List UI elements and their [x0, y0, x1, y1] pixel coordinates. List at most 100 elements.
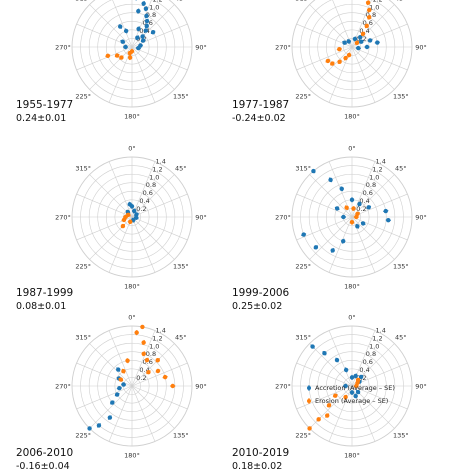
radial-tick-label: 0.6 — [143, 358, 153, 366]
accretion-point — [367, 38, 373, 43]
angular-gridline — [131, 216, 175, 260]
angle-tick-label: 315° — [295, 334, 311, 342]
accretion-point — [134, 215, 139, 220]
angular-gridline — [131, 46, 175, 90]
angular-gridline — [309, 4, 353, 48]
radial-tick-label: 0.4 — [139, 197, 149, 205]
accretion-point — [342, 40, 347, 45]
angle-tick-label: 45° — [395, 0, 407, 3]
angular-gridline — [351, 385, 408, 410]
erosion-point — [141, 351, 146, 356]
accretion-point — [341, 214, 346, 220]
erosion-point — [330, 61, 335, 66]
accretion-point — [346, 39, 351, 44]
accretion-point — [360, 221, 366, 226]
radial-tick-label: 1.0 — [369, 173, 379, 181]
angle-tick-label: 135° — [173, 262, 189, 270]
legend-entry: Accretion (Average – SE) — [315, 384, 395, 392]
radial-tick-label: 0.2 — [356, 205, 366, 213]
accretion-point — [134, 212, 139, 217]
angular-gridline — [328, 216, 353, 273]
angle-tick-label: 270° — [275, 44, 291, 52]
erosion-point — [333, 393, 338, 398]
accretion-point — [135, 35, 140, 40]
angular-gridline — [76, 362, 133, 387]
angular-gridline — [131, 385, 188, 410]
accretion-point — [136, 26, 141, 32]
angular-gridline — [332, 0, 353, 48]
period-label: 1977-1987 — [232, 99, 289, 111]
accretion-point — [334, 206, 340, 211]
radial-tick-label: 1.2 — [152, 0, 162, 3]
accretion-point — [386, 217, 391, 223]
accretion-point — [96, 423, 102, 428]
polar-panel-1999-2006: 0° 45° 90° 135° 180° 225° 270° 315° 0.20.40.60.8… — [232, 145, 427, 313]
radial-tick-label: 0.2 — [136, 374, 146, 382]
erosion-point — [367, 7, 372, 13]
angle-tick-label: 270° — [55, 44, 71, 52]
erosion-point — [162, 374, 168, 380]
angle-tick-label: 0° — [348, 145, 355, 153]
radial-tick-label: 1.0 — [149, 342, 159, 350]
angle-tick-label: 90° — [195, 214, 207, 222]
accretion-point — [358, 374, 364, 380]
angular-gridline — [89, 174, 133, 218]
erosion-point — [134, 330, 139, 335]
radial-tick-label: 0.8 — [146, 11, 156, 19]
angular-gridline — [89, 46, 133, 90]
radial-tick-label: 0.8 — [366, 181, 376, 189]
stat-label: -0.16±0.04 — [16, 461, 70, 472]
radial-tick-label: 0.6 — [143, 189, 153, 197]
accretion-point — [117, 386, 122, 391]
accretion-point — [143, 6, 149, 11]
angular-gridline — [309, 385, 353, 429]
erosion-point — [129, 49, 135, 54]
accretion-point — [310, 344, 315, 349]
angular-gridline — [351, 46, 376, 103]
erosion-point — [307, 426, 312, 431]
legend-marker — [307, 386, 311, 390]
angle-tick-label: 90° — [195, 383, 207, 391]
accretion-point — [313, 245, 319, 250]
angle-tick-label: 45° — [395, 334, 407, 342]
angular-gridline — [89, 4, 133, 48]
erosion-point — [337, 59, 342, 64]
accretion-point — [322, 350, 327, 356]
accretion-point — [132, 208, 137, 214]
erosion-point — [365, 0, 371, 5]
erosion-point — [346, 52, 352, 58]
angular-gridline — [108, 330, 133, 387]
radial-tick-label: 0.6 — [143, 19, 153, 27]
angle-tick-label: 180° — [344, 113, 360, 121]
stat-label: 0.25±0.02 — [232, 301, 282, 312]
radial-tick-label: 1.0 — [149, 173, 159, 181]
accretion-point — [127, 202, 132, 207]
angular-gridline — [351, 216, 395, 260]
angular-gridline — [131, 4, 175, 48]
polar-panel-1977-1987: 0°45°90°135°180°225°270°315°0.20.40.60.8… — [232, 0, 427, 124]
angle-tick-label: 180° — [344, 283, 360, 291]
radial-tick-label: 0.4 — [139, 366, 149, 374]
erosion-point — [351, 206, 356, 211]
accretion-point — [150, 30, 156, 35]
stat-label: 0.24±0.01 — [16, 113, 66, 124]
angular-gridline — [76, 193, 133, 218]
angle-tick-label: 135° — [393, 431, 409, 439]
angular-gridline — [309, 216, 353, 260]
accretion-point — [357, 201, 362, 207]
accretion-point — [110, 400, 115, 405]
angle-tick-label: 270° — [55, 383, 71, 391]
angular-gridline — [89, 216, 133, 260]
accretion-point — [359, 39, 364, 44]
accretion-point — [144, 13, 149, 19]
angle-tick-label: 45° — [175, 165, 187, 173]
erosion-point — [127, 55, 133, 60]
angle-tick-label: 270° — [55, 214, 71, 222]
angular-gridline — [131, 385, 156, 442]
accretion-point — [118, 24, 123, 29]
accretion-point — [375, 40, 380, 45]
accretion-point — [353, 393, 358, 399]
erosion-point — [128, 219, 133, 225]
erosion-point — [349, 219, 355, 225]
accretion-point — [123, 44, 128, 50]
